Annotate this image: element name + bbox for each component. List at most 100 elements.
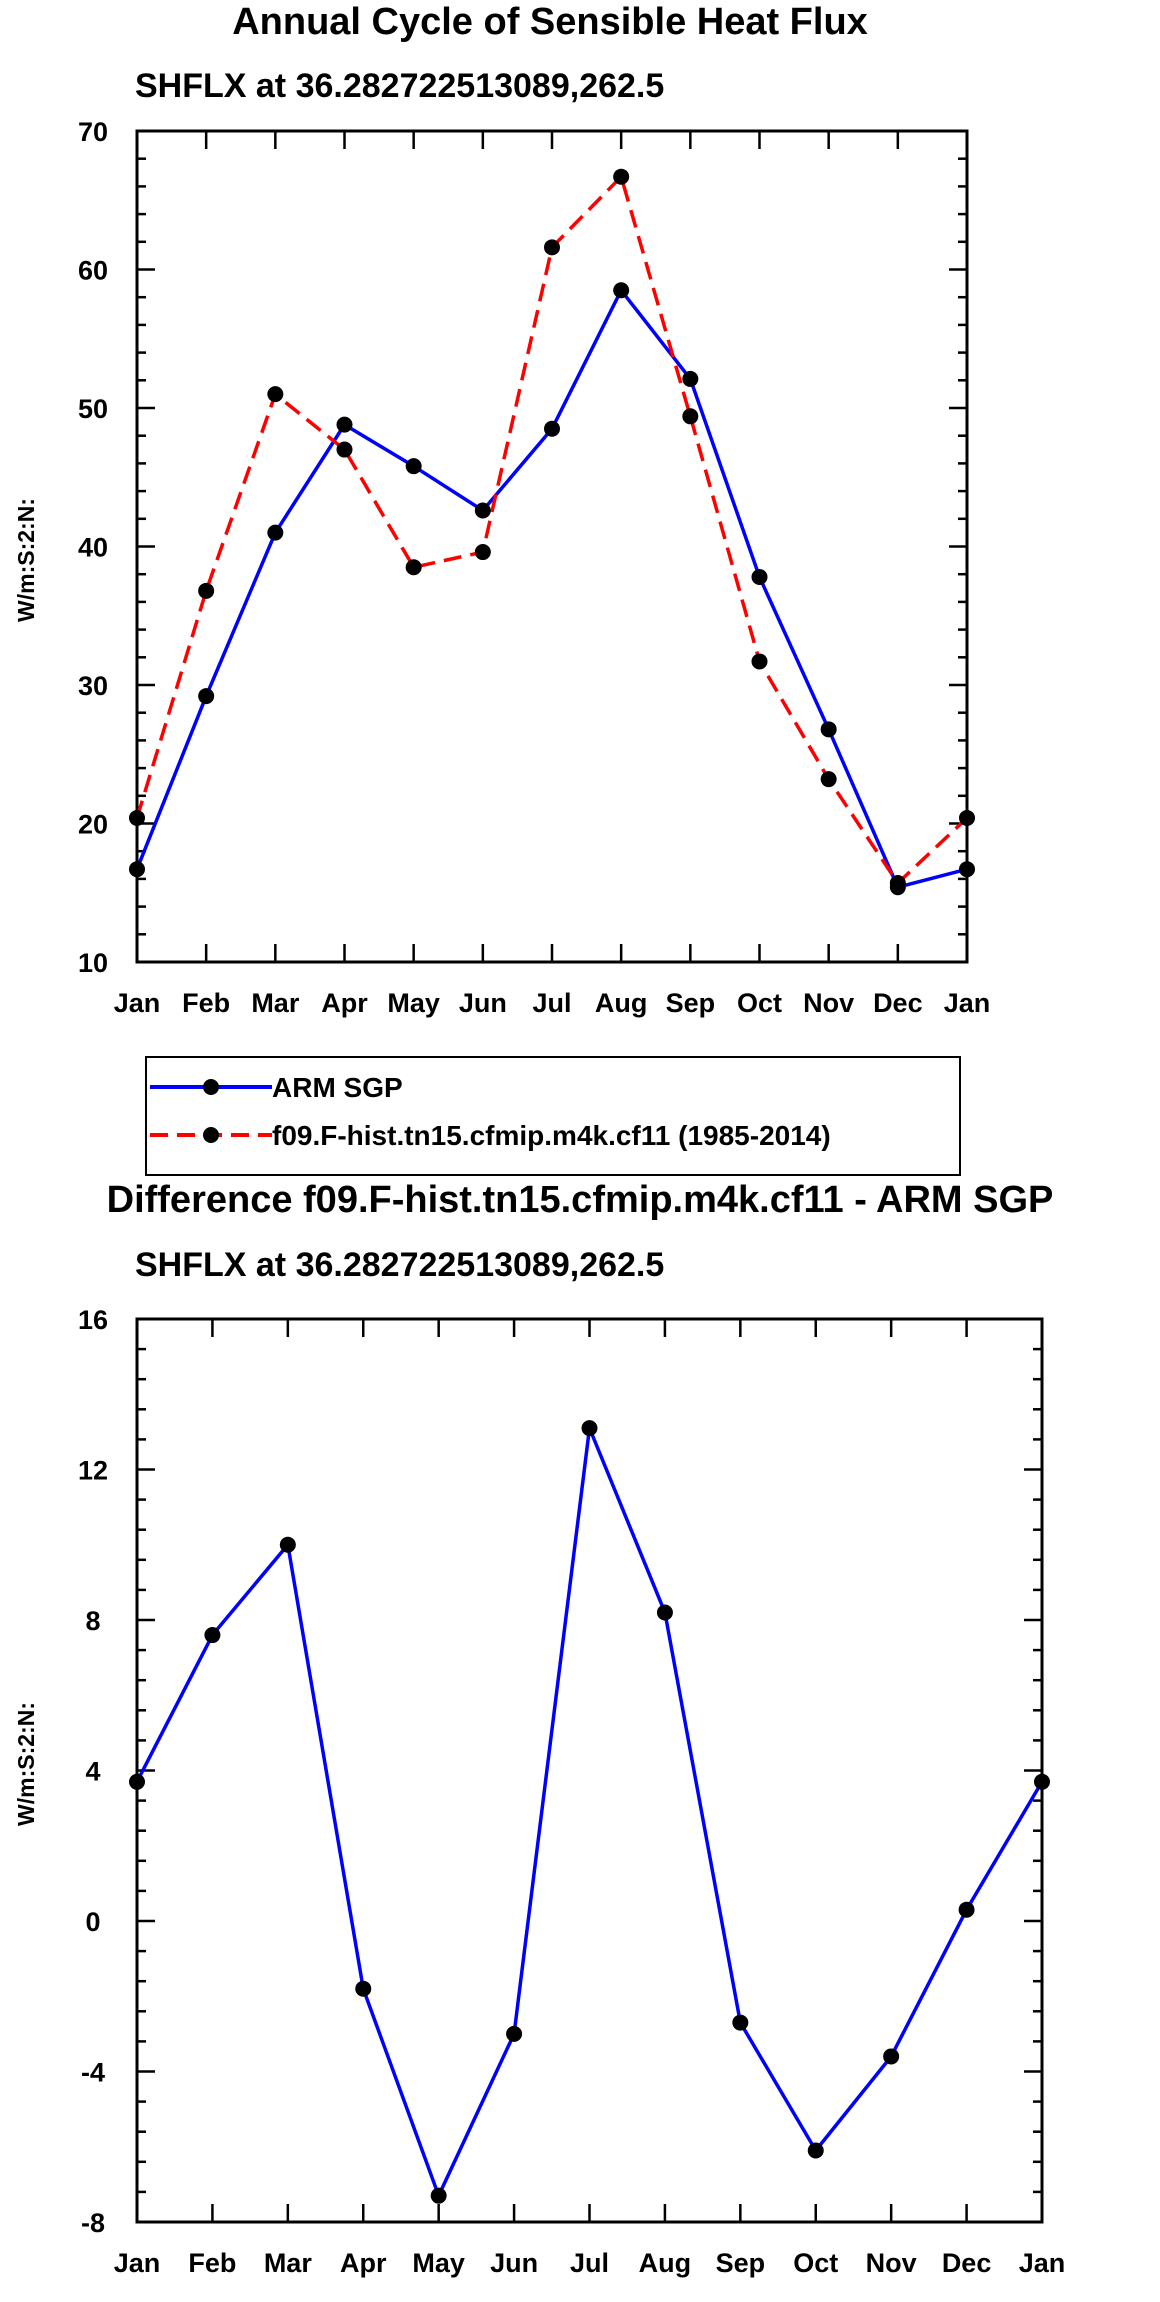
x-tick-label: Dec bbox=[942, 2248, 992, 2278]
data-point-series-0 bbox=[355, 1980, 372, 1997]
y-tick-labels-2: -8 -4 0 4 8 12 16 bbox=[78, 1305, 108, 2238]
data-point-series-0 bbox=[751, 568, 768, 585]
data-point-series-0 bbox=[807, 2142, 824, 2159]
data-point-series-0 bbox=[958, 1901, 975, 1918]
data-point-series-0 bbox=[544, 420, 560, 437]
annual-cycle-panel: Annual Cycle of Sensible Heat Flux SHFLX… bbox=[13, 1, 990, 1018]
x-tick-label: Apr bbox=[321, 988, 368, 1018]
data-point-series-1 bbox=[405, 559, 422, 576]
y-tick-label: 0 bbox=[85, 1907, 100, 1937]
x-tick-label: Jun bbox=[459, 988, 507, 1018]
x-tick-label: May bbox=[387, 988, 440, 1018]
data-point-series-0 bbox=[1034, 1773, 1050, 1790]
data-point-series-1 bbox=[959, 809, 975, 826]
data-point-series-1 bbox=[198, 582, 215, 599]
x-tick-label: Aug bbox=[595, 988, 647, 1018]
x-tick-labels-2: Jan Feb Mar Apr May Jun Jul Aug Sep Oct Nov Dec Jan bbox=[114, 2248, 1066, 2278]
y-tick-label: 40 bbox=[78, 533, 108, 563]
x-tick-label: May bbox=[412, 2248, 465, 2278]
data-point-series-1 bbox=[751, 653, 768, 670]
legend-marker-arm-sgp bbox=[203, 1079, 219, 1095]
difference-panel: Difference f09.F-hist.tn15.cfmip.m4k.cf1… bbox=[13, 1179, 1065, 2278]
y-tick-label: 30 bbox=[78, 671, 108, 701]
x-tick-label: Feb bbox=[182, 988, 230, 1018]
data-point-series-0 bbox=[204, 1627, 221, 1644]
axis-ticks bbox=[135, 129, 969, 964]
chart-subtitle: SHFLX at 36.282722513089,262.5 bbox=[135, 67, 664, 105]
data-point-series-1 bbox=[544, 239, 560, 256]
chart-title: Annual Cycle of Sensible Heat Flux bbox=[232, 1, 868, 43]
y-tick-label: 4 bbox=[85, 1757, 100, 1787]
data-point-series-1 bbox=[889, 875, 906, 892]
x-tick-label: Jan bbox=[114, 2248, 161, 2278]
data-point-series-0 bbox=[129, 861, 145, 878]
x-tick-label: Jul bbox=[570, 2248, 609, 2278]
data-point-series-0 bbox=[336, 416, 353, 433]
x-tick-label: Mar bbox=[251, 988, 300, 1018]
x-tick-label: Dec bbox=[873, 988, 923, 1018]
data-point-series-0 bbox=[581, 1420, 598, 1437]
data-point-series-0 bbox=[405, 458, 422, 475]
x-tick-label: Oct bbox=[793, 2248, 838, 2278]
legend-label-model: f09.F-hist.tn15.cfmip.m4k.cf11 (1985-201… bbox=[272, 1120, 831, 1151]
x-tick-label: Jun bbox=[490, 2248, 538, 2278]
x-tick-label: Apr bbox=[340, 2248, 387, 2278]
y-axis-label: W/m:S:2:N: bbox=[13, 498, 39, 622]
x-tick-label: Nov bbox=[803, 988, 854, 1018]
x-tick-label: Sep bbox=[666, 988, 716, 1018]
data-point-series-0 bbox=[474, 502, 491, 519]
data-point-series-0 bbox=[198, 688, 215, 705]
y-tick-label: 20 bbox=[78, 810, 108, 840]
y-tick-label: 60 bbox=[78, 256, 108, 286]
data-point-series-0 bbox=[732, 2014, 749, 2031]
plot-frame-2 bbox=[135, 1317, 1044, 2224]
x-tick-label: Jan bbox=[944, 988, 991, 1018]
legend: ARM SGP f09.F-hist.tn15.cfmip.m4k.cf11 (… bbox=[145, 1056, 961, 1176]
y-tick-labels: 10 20 30 40 50 60 70 bbox=[78, 117, 108, 978]
series-layer-2 bbox=[129, 1420, 1050, 2204]
data-point-series-0 bbox=[267, 524, 284, 541]
x-tick-label: Jan bbox=[1019, 2248, 1066, 2278]
data-point-series-0 bbox=[279, 1536, 296, 1553]
data-point-series-0 bbox=[430, 2187, 447, 2204]
y-tick-label: 50 bbox=[78, 394, 108, 424]
y-tick-label: -4 bbox=[81, 2058, 105, 2088]
chart-subtitle-2: SHFLX at 36.282722513089,262.5 bbox=[135, 1246, 664, 1284]
data-point-series-1 bbox=[613, 168, 630, 185]
data-point-series-0 bbox=[959, 861, 975, 878]
y-axis-label-2: W/m:S:2:N: bbox=[13, 1702, 39, 1826]
chart-title-2: Difference f09.F-hist.tn15.cfmip.m4k.cf1… bbox=[107, 1179, 1054, 1221]
x-tick-label: Oct bbox=[737, 988, 782, 1018]
x-tick-label: Mar bbox=[264, 2248, 313, 2278]
data-point-series-1 bbox=[129, 809, 145, 826]
data-point-series-0 bbox=[613, 282, 630, 299]
data-point-series-0 bbox=[656, 1604, 673, 1621]
x-tick-label: Sep bbox=[716, 2248, 766, 2278]
legend-label-arm-sgp: ARM SGP bbox=[272, 1072, 403, 1103]
x-tick-labels: Jan Feb Mar Apr May Jun Jul Aug Sep Oct Nov Dec Jan bbox=[114, 988, 991, 1018]
data-point-series-1 bbox=[820, 771, 837, 788]
plot-frame bbox=[135, 129, 969, 964]
data-point-series-0 bbox=[820, 721, 837, 738]
data-point-series-1 bbox=[682, 408, 699, 425]
y-tick-label: 16 bbox=[78, 1305, 108, 1335]
data-point-series-1 bbox=[336, 441, 353, 458]
y-tick-label: 8 bbox=[85, 1606, 100, 1636]
series-layer bbox=[129, 168, 975, 896]
series-line-0 bbox=[135, 1426, 1044, 2198]
y-tick-label: -8 bbox=[81, 2208, 105, 2238]
legend-marker-model bbox=[203, 1127, 219, 1143]
y-tick-label: 12 bbox=[78, 1456, 108, 1486]
data-point-series-1 bbox=[267, 386, 284, 403]
legend-box bbox=[145, 1056, 961, 1176]
series-line-1 bbox=[135, 174, 969, 885]
x-tick-label: Nov bbox=[866, 2248, 917, 2278]
x-tick-label: Jan bbox=[114, 988, 161, 1018]
y-tick-label: 70 bbox=[78, 117, 108, 147]
x-tick-label: Aug bbox=[639, 2248, 691, 2278]
data-point-series-0 bbox=[506, 2025, 523, 2042]
data-point-series-1 bbox=[474, 544, 491, 561]
data-point-series-0 bbox=[129, 1773, 145, 1790]
x-tick-label: Feb bbox=[188, 2248, 236, 2278]
